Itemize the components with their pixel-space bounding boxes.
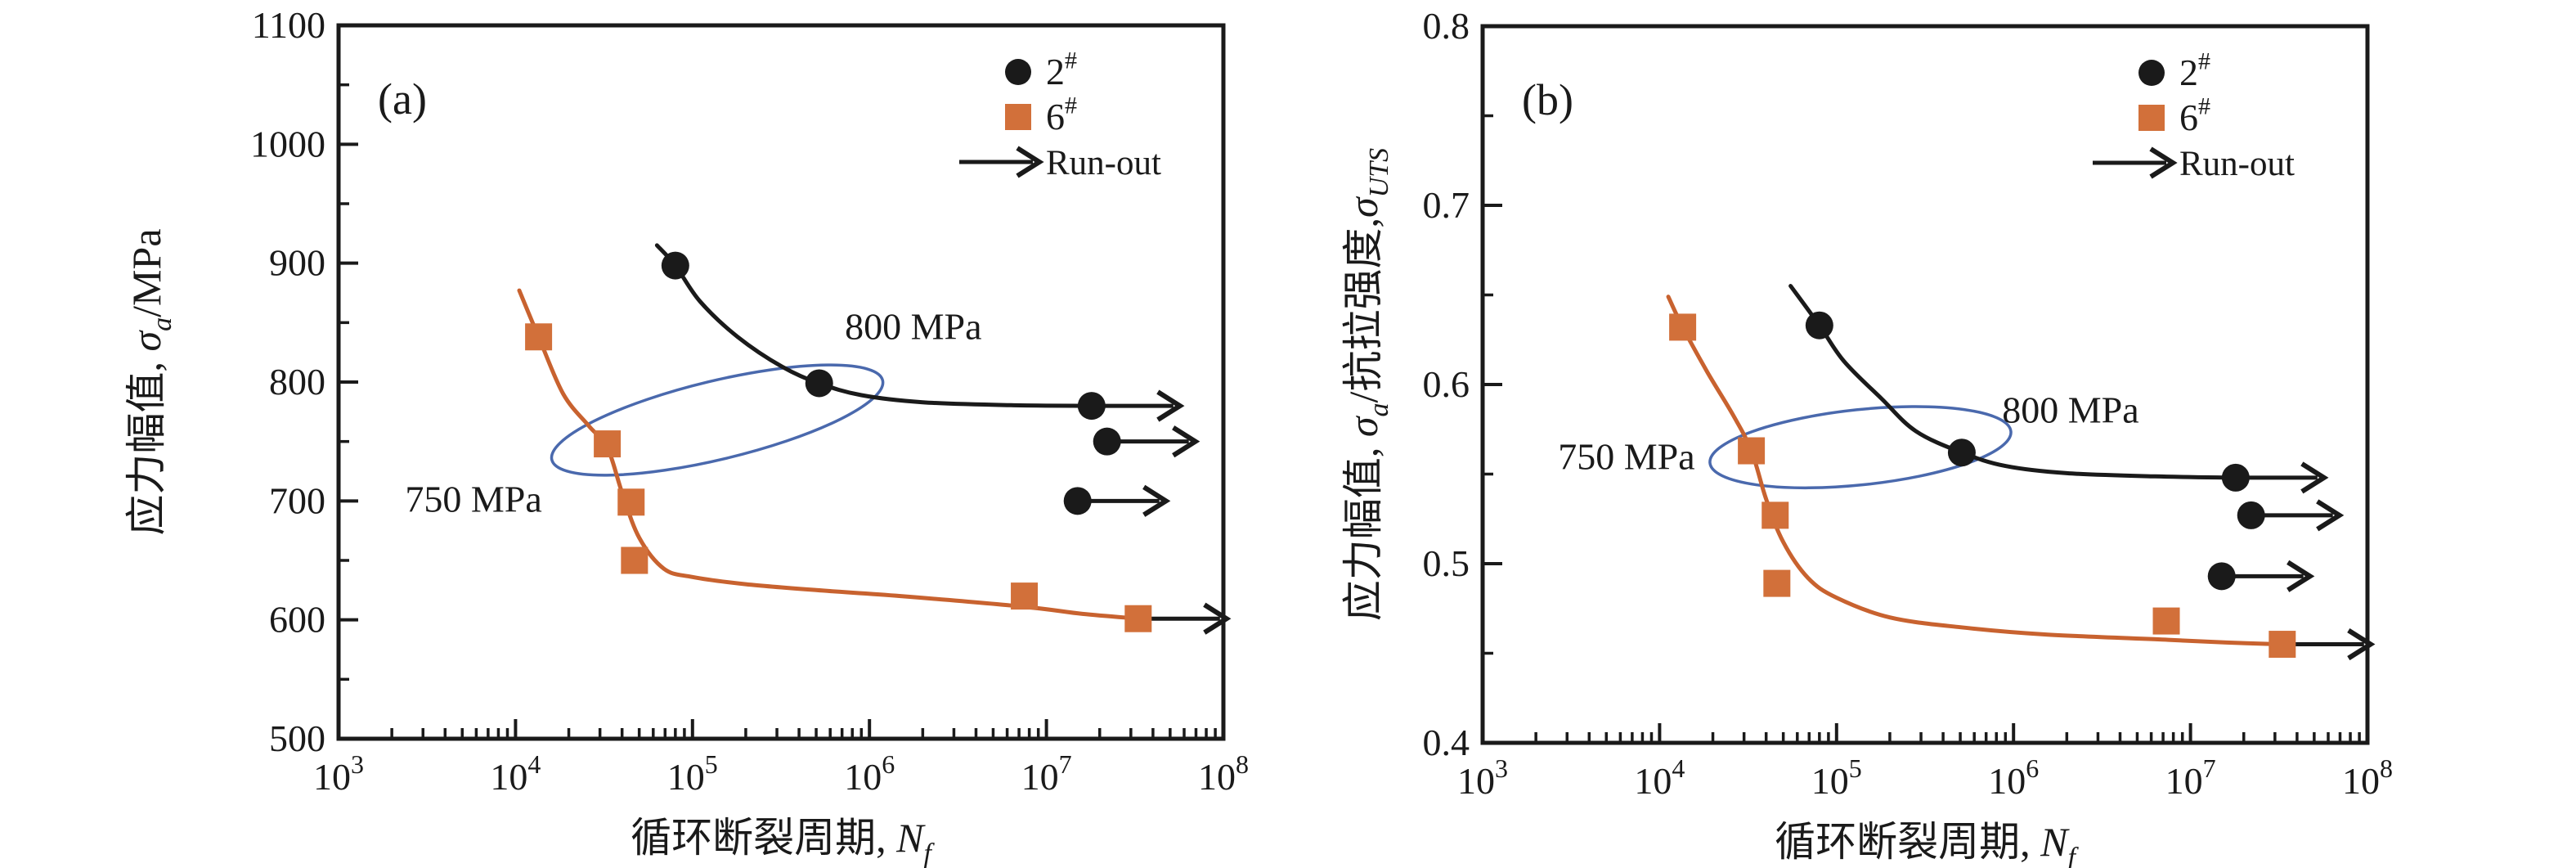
legend-item-square: 6#: [2138, 93, 2210, 138]
fit-curve-2hash: [1788, 284, 2238, 480]
fit-curve-6hash: [517, 288, 1141, 621]
annotation-800-mpa: 800 MPa: [845, 306, 981, 348]
x-tick-label: 104: [1634, 753, 1685, 802]
legend-item-circle: 2#: [2138, 48, 2210, 93]
x-tick-label: 106: [1988, 753, 2039, 802]
legend-arrow-head: [2149, 146, 2178, 179]
annotation-750-mpa: 750 MPa: [405, 478, 541, 519]
data-point-2hash: [2207, 562, 2236, 591]
highlight-ellipse: [1708, 405, 2013, 490]
x-tick-label: 105: [1811, 753, 1862, 802]
data-point-2hash: [2237, 501, 2265, 529]
runout-arrow-head: [1203, 602, 1232, 635]
legend-arrow-head: [1016, 146, 1044, 178]
y-tick-label: 700: [269, 479, 325, 521]
data-point-2hash: [1093, 427, 1121, 456]
legend-label: 6#: [2179, 93, 2210, 138]
y-tick-label: 0.4: [1423, 722, 1470, 763]
x-tick-label: 107: [1021, 749, 1072, 798]
data-point-6hash: [617, 488, 645, 516]
runout-arrow-head: [2347, 628, 2376, 661]
y-axis-label: 应力幅值, σa/抗拉强度,σUTS: [1340, 148, 1394, 621]
runout-arrow-head: [2316, 499, 2345, 532]
x-axis-label: 循环断裂周期, Nf: [631, 815, 935, 868]
legend-label: Run-out: [1046, 144, 1161, 182]
panel-label: (a): [378, 74, 427, 124]
data-point-2hash: [805, 369, 833, 398]
data-point-2hash: [661, 251, 689, 280]
data-point-2hash: [1077, 392, 1106, 421]
panel-b: 103 104 105 106 107 108 0.4 0.5 0.6 0.7 0.8 循环断裂周期,…: [1340, 5, 2393, 868]
y-tick-label: 1100: [252, 4, 325, 46]
runout-arrow-head: [1142, 484, 1171, 517]
legend-circle-marker: [2138, 60, 2165, 86]
data-point-6hash: [525, 323, 553, 351]
data-point-2hash: [1063, 487, 1092, 515]
plot-border: [1480, 24, 2370, 745]
x-tick-label: 107: [2165, 753, 2216, 802]
y-tick-label: 900: [269, 242, 325, 284]
data-point-6hash: [1761, 501, 1789, 529]
data-point-6hash: [1011, 582, 1039, 610]
data-point-6hash: [1738, 437, 1766, 465]
panel-a: 103 104 105 106 107 108 500 600 700 800 900 1000 110…: [123, 4, 1249, 868]
legend-item-circle: 2#: [1005, 47, 1077, 92]
plot-border: [336, 23, 1226, 741]
data-point-6hash: [621, 546, 648, 574]
legend-label: 6#: [1046, 92, 1077, 137]
data-point-6hash: [1763, 569, 1791, 597]
y-tick-label: 1000: [250, 123, 325, 164]
annotation-750-mpa: 750 MPa: [1558, 436, 1694, 478]
runout-arrow-head: [2287, 560, 2315, 592]
legend-label: Run-out: [2179, 145, 2295, 183]
fit-curve-6hash: [1666, 295, 2285, 647]
legend-item-runout: Run-out: [2093, 145, 2295, 183]
data-point-2hash: [2221, 463, 2250, 492]
y-tick-label: 800: [269, 361, 325, 403]
data-point-6hash: [1124, 605, 1152, 632]
runout-arrow-head: [1156, 389, 1185, 422]
data-point-6hash: [1669, 313, 1697, 341]
data-point-2hash: [1947, 438, 1976, 467]
runout-arrow-head: [1172, 425, 1200, 458]
x-tick-label: 108: [1198, 749, 1249, 798]
runout-arrow-head: [2300, 461, 2329, 494]
x-axis-label: 循环断裂周期, Nf: [1775, 819, 2079, 868]
legend-square-marker: [1005, 104, 1031, 130]
highlight-ellipse: [550, 363, 885, 477]
data-point-6hash: [594, 430, 622, 458]
y-tick-label: 500: [269, 717, 325, 759]
y-tick-label: 0.8: [1423, 5, 1470, 47]
legend-label: 2#: [1046, 47, 1077, 92]
y-tick-label: 600: [269, 599, 325, 641]
x-tick-label: 105: [667, 749, 718, 798]
data-point-6hash: [2152, 607, 2180, 635]
data-point-6hash: [2269, 631, 2296, 659]
x-tick-label: 103: [313, 749, 364, 798]
annotation-800-mpa: 800 MPa: [2002, 389, 2138, 431]
x-tick-label: 103: [1457, 753, 1508, 802]
data-point-2hash: [1805, 311, 1833, 340]
x-tick-label: 108: [2342, 753, 2393, 802]
y-tick-label: 0.5: [1423, 542, 1470, 584]
legend-label: 2#: [2179, 48, 2210, 93]
y-tick-label: 0.6: [1423, 363, 1470, 405]
legend-square-marker: [2138, 105, 2165, 131]
panel-label: (b): [1522, 75, 1573, 124]
y-axis-label: 应力幅值, σa/MPa: [123, 228, 177, 535]
y-tick-label: 0.7: [1423, 184, 1470, 226]
x-tick-label: 104: [490, 749, 541, 798]
x-tick-label: 106: [844, 749, 895, 798]
legend-item-runout: Run-out: [959, 144, 1161, 182]
legend-circle-marker: [1005, 59, 1031, 85]
legend-item-square: 6#: [1005, 92, 1077, 137]
